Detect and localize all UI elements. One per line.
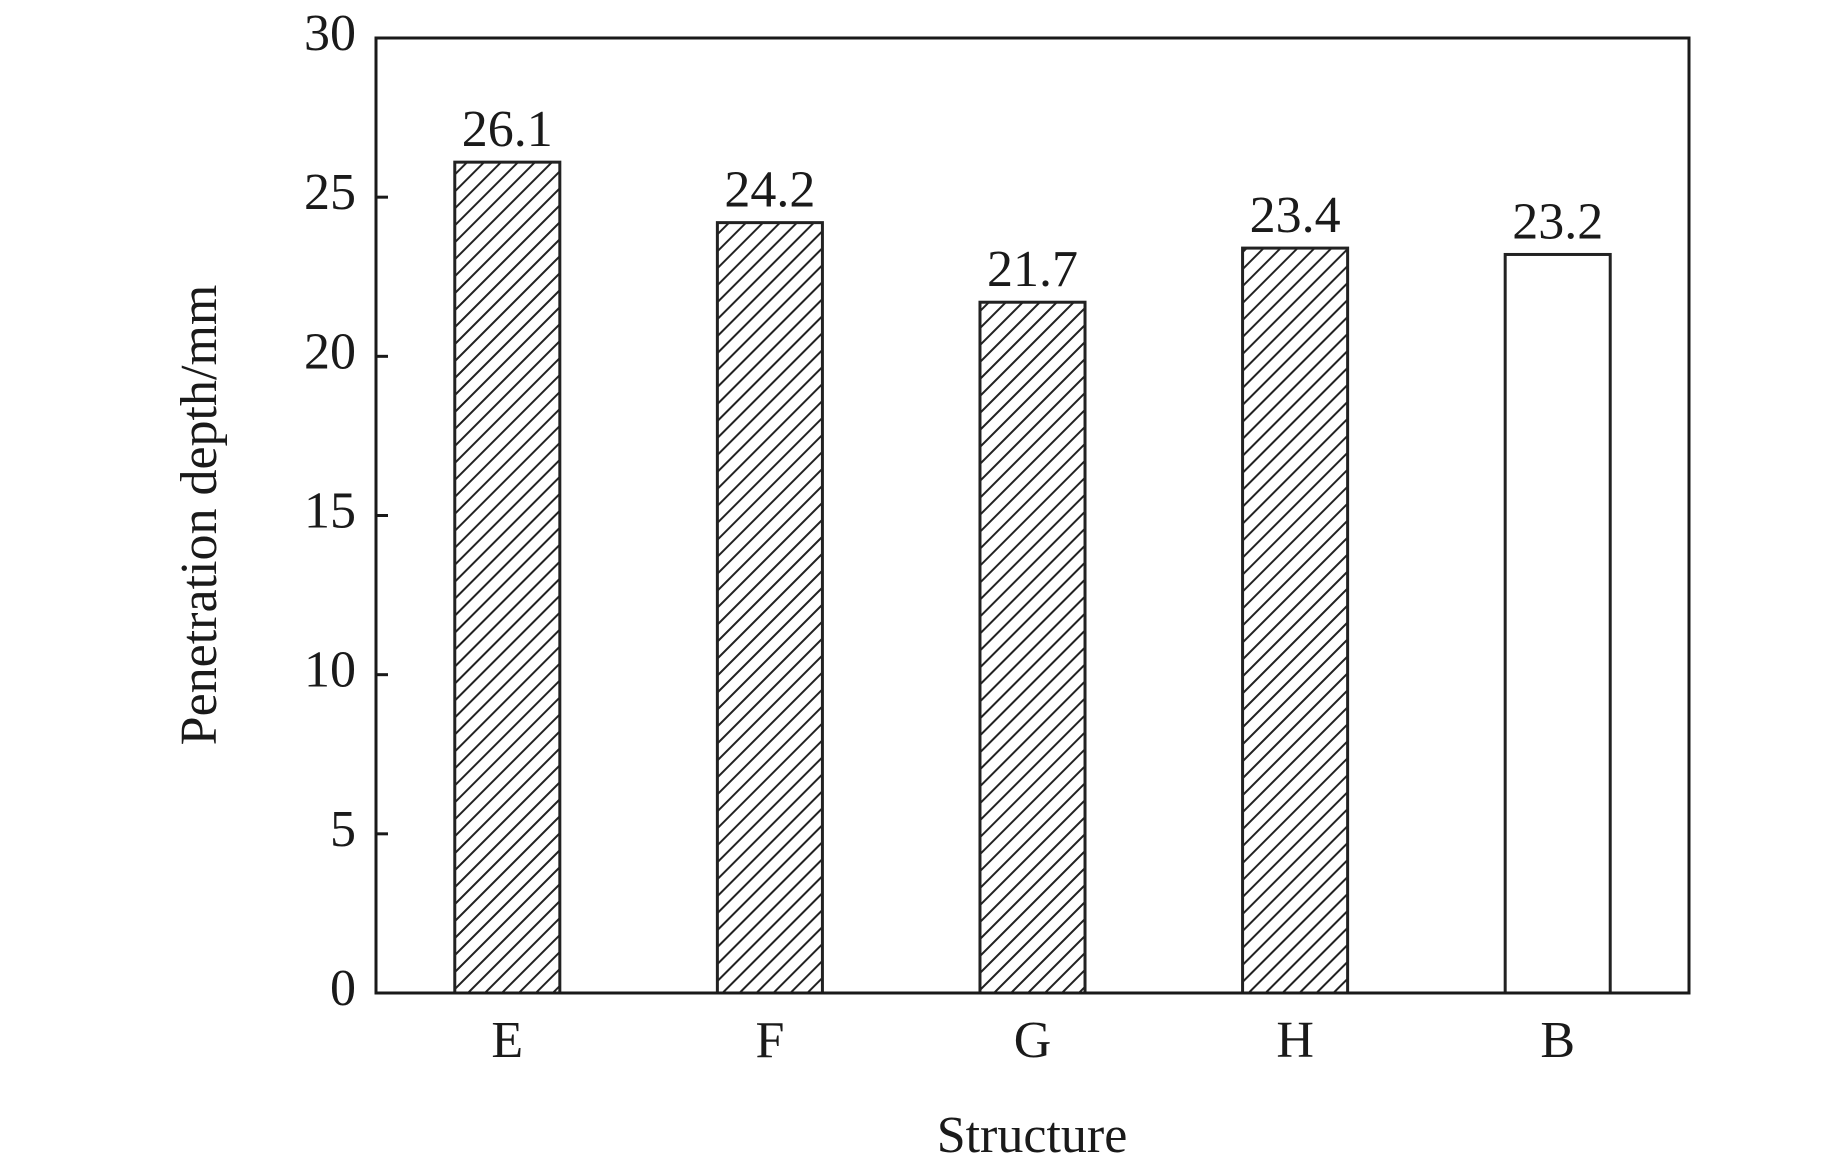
y-tick-label: 15 bbox=[304, 482, 356, 539]
x-tick-label: G bbox=[1014, 1012, 1052, 1069]
bar bbox=[453, 160, 562, 995]
y-tick-label: 5 bbox=[330, 801, 356, 858]
x-tick-label: B bbox=[1540, 1012, 1575, 1069]
bar bbox=[1503, 252, 1612, 995]
y-tick-label: 25 bbox=[304, 164, 356, 221]
y-axis-label: Penetration depth/mm bbox=[171, 285, 228, 746]
bar bbox=[978, 300, 1087, 995]
value-label: 26.1 bbox=[462, 101, 553, 158]
x-tick-label: H bbox=[1276, 1012, 1314, 1069]
x-axis-label: Structure bbox=[937, 1107, 1128, 1164]
y-tick-label: 10 bbox=[304, 642, 356, 699]
value-label: 23.2 bbox=[1512, 193, 1603, 250]
value-label: 21.7 bbox=[987, 241, 1078, 298]
x-tick-label: F bbox=[755, 1012, 784, 1069]
value-label: 23.4 bbox=[1250, 187, 1341, 244]
y-tick-label: 20 bbox=[304, 323, 356, 380]
bar bbox=[1241, 246, 1350, 995]
value-label: 24.2 bbox=[724, 162, 815, 219]
plot-frame bbox=[374, 36, 1691, 995]
y-tick-label: 0 bbox=[330, 960, 356, 1017]
y-tick-label: 30 bbox=[304, 5, 356, 62]
bar bbox=[715, 221, 824, 995]
x-tick-label: E bbox=[491, 1012, 523, 1069]
